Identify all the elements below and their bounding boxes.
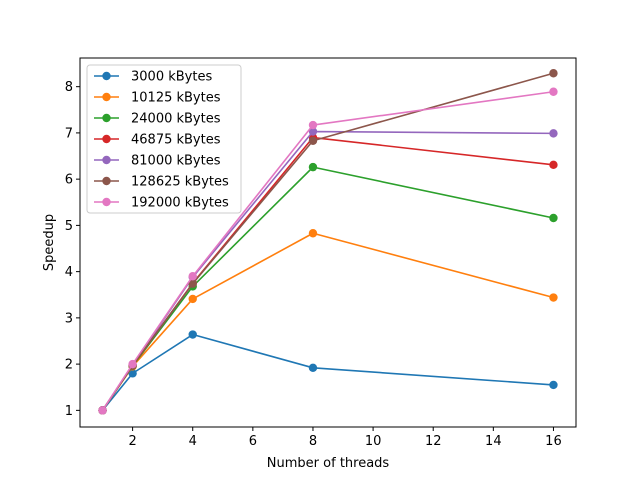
legend-marker — [102, 134, 111, 144]
legend-marker — [102, 197, 111, 207]
data-point — [308, 229, 318, 238]
legend-label: 81000 kBytes — [131, 154, 221, 169]
series — [98, 87, 558, 415]
y-tick-label: 4 — [65, 265, 73, 280]
legend-label: 192000 kBytes — [131, 196, 229, 211]
data-point — [128, 359, 137, 369]
y-tick-label: 1 — [65, 404, 73, 419]
legend-marker — [102, 92, 111, 102]
y-axis-label: Speedup — [42, 214, 57, 271]
data-point — [549, 129, 558, 138]
y-tick-label: 8 — [65, 80, 73, 95]
x-tick-label: 16 — [545, 434, 562, 449]
data-point — [188, 272, 197, 281]
legend-item: 46875 kBytes — [94, 133, 221, 148]
legend-marker — [102, 71, 111, 81]
data-point — [308, 363, 318, 373]
legend-label: 24000 kBytes — [131, 112, 221, 127]
legend-frame — [86, 64, 242, 214]
series-layer — [98, 69, 558, 415]
data-point — [188, 330, 197, 339]
data-point — [128, 369, 137, 378]
legend-label: 10125 kBytes — [131, 91, 221, 106]
legend-label: 3000 kBytes — [131, 70, 212, 85]
data-point — [549, 380, 558, 390]
legend-marker — [102, 155, 111, 165]
data-point — [549, 293, 558, 302]
x-tick-label: 6 — [249, 434, 257, 449]
legend: 3000 kBytes 10125 kBytes 24000 kBytes 46875… — [86, 64, 242, 214]
data-point — [98, 406, 107, 415]
y-tick-label: 5 — [65, 219, 73, 234]
y-tick-label: 7 — [65, 126, 73, 141]
data-point — [308, 127, 318, 136]
data-point — [308, 136, 318, 145]
x-tick-label: 8 — [309, 434, 317, 449]
x-tick-label: 4 — [189, 434, 197, 449]
legend-marker — [102, 113, 111, 123]
legend-label: 46875 kBytes — [131, 133, 221, 148]
data-point — [549, 213, 558, 223]
data-point — [549, 69, 558, 78]
x-tick-label: 14 — [485, 434, 502, 449]
data-point — [308, 120, 318, 130]
data-point — [188, 279, 197, 288]
y-tick-label: 6 — [65, 173, 73, 188]
x-axis-label: Number of threads — [267, 456, 390, 471]
x-tick-label: 2 — [128, 434, 136, 449]
legend-item: 3000 kBytes — [94, 70, 212, 85]
plot-frame — [79, 57, 577, 428]
data-point — [549, 160, 558, 170]
legend-item: 128625 kBytes — [94, 175, 229, 190]
legend-item: 10125 kBytes — [94, 91, 221, 106]
legend-marker — [102, 176, 111, 186]
x-tick-label: 12 — [425, 434, 442, 449]
legend-item: 192000 kBytes — [94, 196, 229, 211]
y-tick-label: 2 — [65, 358, 73, 373]
legend-item: 24000 kBytes — [94, 112, 221, 127]
y-tick-label: 3 — [65, 311, 73, 326]
x-tick-label: 10 — [365, 434, 382, 449]
data-point — [549, 87, 558, 96]
legend-item: 81000 kBytes — [94, 154, 221, 169]
data-point — [308, 162, 318, 172]
legend-label: 128625 kBytes — [131, 175, 229, 190]
data-point — [188, 294, 197, 304]
